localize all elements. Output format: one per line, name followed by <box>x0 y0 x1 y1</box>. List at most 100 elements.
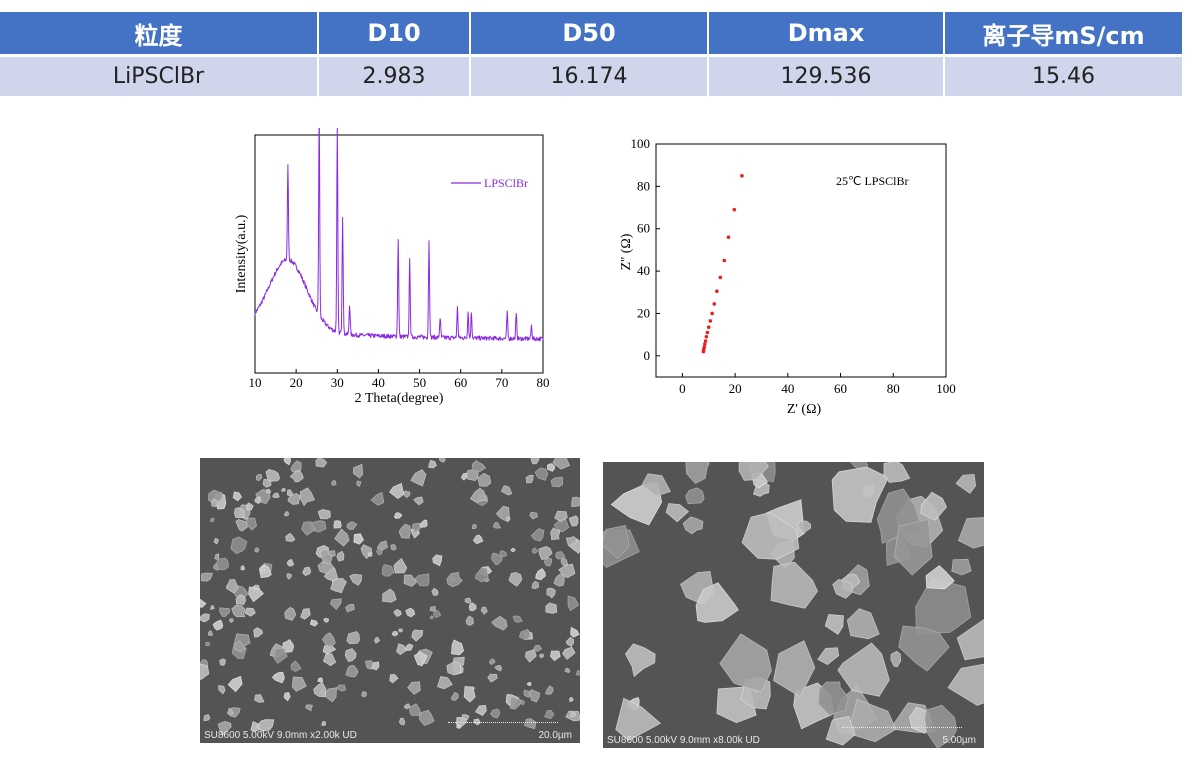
xrd-x-tick-label: 30 <box>331 375 344 390</box>
sem-particle <box>695 582 739 623</box>
sem-particle <box>405 607 416 618</box>
sem-particle <box>219 658 226 666</box>
sem-particle <box>432 554 443 567</box>
sem-particle <box>336 550 345 562</box>
sem-particle <box>499 550 508 557</box>
sem-particle <box>330 598 342 611</box>
sem-particle <box>210 498 220 508</box>
sem-particle <box>265 488 272 494</box>
xrd-x-tick-label: 40 <box>372 375 385 390</box>
sem-particle <box>286 489 294 497</box>
sem-particle <box>245 517 258 531</box>
header-cell: 离子导mS/cm <box>944 12 1182 57</box>
sem-particle <box>741 511 800 560</box>
sem-particle <box>528 689 541 703</box>
sem-particle <box>418 709 435 726</box>
sem-particle <box>525 474 534 484</box>
sem-particle <box>549 650 561 662</box>
sem-particle <box>554 510 568 522</box>
sem-particle <box>526 682 532 687</box>
sem-particle <box>346 521 358 530</box>
sem-particle <box>539 653 545 659</box>
sem-particle <box>207 630 213 636</box>
sem-particle <box>389 482 405 499</box>
header-cell: 粒度 <box>0 12 319 57</box>
sem-particle <box>474 704 487 717</box>
xrd-y-axis-label: Intensity(a.u.) <box>234 214 249 293</box>
sem-particle <box>254 547 260 553</box>
sem-particle <box>553 573 565 587</box>
sem-particle <box>955 473 977 494</box>
sem-particle <box>413 651 428 667</box>
sem-particle <box>231 604 246 618</box>
sem-particle <box>346 631 360 645</box>
eis-x-tick-label: 0 <box>679 381 686 396</box>
sem-particle <box>349 573 362 586</box>
sem-particle <box>924 704 957 748</box>
sem-particle <box>284 606 297 621</box>
particle-size-table: 粒度 D10 D50 Dmax 离子导mS/cm LiPSClBr 2.983 … <box>0 12 1182 96</box>
sem-particle <box>491 615 508 631</box>
sem-particle <box>529 511 539 520</box>
sem-particle <box>796 520 812 535</box>
sem-particle <box>232 491 243 502</box>
eis-x-tick-label: 100 <box>936 381 956 396</box>
sem-particle <box>203 714 211 722</box>
sem-particle <box>575 670 580 676</box>
sem-particle <box>321 632 336 648</box>
sem-particle <box>226 709 234 716</box>
sem-particle <box>685 487 705 505</box>
sem-particle <box>318 562 324 568</box>
sem-particle <box>531 547 539 554</box>
eis-x-tick-label: 20 <box>729 381 742 396</box>
sem-particle <box>460 472 468 481</box>
sem-particle <box>374 636 381 644</box>
sem-particle <box>488 658 496 666</box>
sem-particle <box>429 615 434 620</box>
sem-particle <box>495 505 510 523</box>
sem-particle <box>450 691 459 701</box>
eis-data-points <box>701 173 744 354</box>
eis-y-tick-label: 20 <box>637 305 650 320</box>
eis-point <box>726 235 731 239</box>
sem-particle <box>217 720 232 736</box>
sem-particle <box>469 487 488 503</box>
sem-particle <box>562 646 576 660</box>
sem-particle <box>253 627 264 638</box>
eis-point <box>708 319 713 323</box>
xrd-series-line <box>254 128 544 342</box>
sem-particle <box>381 564 395 577</box>
sem-particle <box>403 490 411 498</box>
sem-particle <box>219 607 230 617</box>
table-cell: 16.174 <box>470 55 709 96</box>
sem-particle <box>565 536 578 547</box>
sem-particle <box>407 681 421 695</box>
sem-particle <box>947 663 984 706</box>
sem-particle <box>530 458 540 465</box>
sem-particle <box>883 462 911 483</box>
sem-particle <box>283 458 292 466</box>
sem-particle <box>825 715 856 746</box>
eis-point <box>710 311 714 316</box>
sem-particle <box>256 719 275 732</box>
sem-image-high-mag: SU8600 5.00kV 9.0mm x8.00k UD 5.00µm <box>603 462 984 748</box>
sem-particle <box>200 663 210 680</box>
header-cell: D50 <box>470 12 709 57</box>
sem-particle <box>956 618 984 661</box>
sem-particle <box>254 694 265 703</box>
sem-particle <box>344 648 357 662</box>
eis-chart: 0 20 40 60 80 100 0 20 40 60 80 100 25℃ LPSClBr Z' … <box>619 136 956 417</box>
sem-particle <box>330 577 347 594</box>
sem-particle <box>367 552 373 557</box>
sem-particle <box>429 605 436 612</box>
xrd-x-tick-label: 60 <box>454 375 467 390</box>
sem-scale-label: 20.0µm <box>538 730 572 741</box>
eis-point <box>702 345 707 350</box>
sem-particle <box>533 644 543 652</box>
sem-particle <box>333 520 342 529</box>
sem-particle <box>474 567 489 583</box>
sem-particle <box>371 661 380 671</box>
eis-x-tick-label: 60 <box>834 381 847 396</box>
sem-particle <box>510 547 516 553</box>
sem-particle <box>438 458 446 463</box>
